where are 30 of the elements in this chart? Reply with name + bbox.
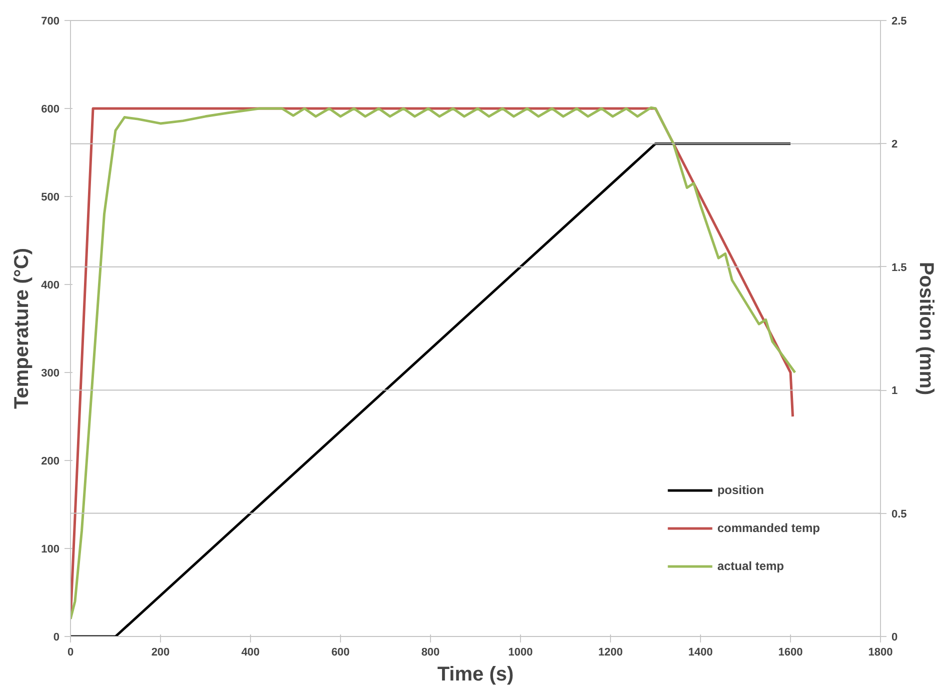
x-tick-label: 400 [241, 646, 260, 658]
x-axis-title: Time (s) [437, 664, 514, 686]
x-tick-label: 1600 [778, 646, 803, 658]
y2-tick-label: 0.5 [892, 508, 907, 520]
x-tick-label: 600 [331, 646, 350, 658]
y-tick-label: 200 [41, 456, 60, 468]
y-tick-label: 0 [53, 632, 60, 644]
y2-axis-title: Position (mm) [914, 262, 937, 396]
y2-tick-label: 1.5 [892, 262, 907, 274]
y-tick-label: 500 [41, 192, 60, 204]
x-tick-label: 0 [67, 646, 74, 658]
y2-tick-label: 1 [892, 385, 898, 398]
y2-tick-label: 0 [892, 632, 898, 644]
legend-label: commanded temp [717, 521, 820, 535]
x-tick-label: 1800 [868, 646, 893, 658]
y-tick-label: 400 [41, 280, 60, 292]
y-tick-label: 300 [41, 368, 60, 380]
y-tick-label: 700 [41, 16, 60, 28]
x-tick-label: 1200 [598, 646, 623, 658]
legend-label: position [717, 483, 764, 497]
y2-tick-label: 2 [892, 138, 898, 151]
x-tick-label: 800 [421, 646, 440, 658]
y-tick-label: 100 [41, 544, 60, 556]
legend-label: actual temp [717, 559, 784, 573]
x-tick-label: 200 [151, 646, 170, 658]
y-axis-title: Temperature (°C) [11, 248, 34, 409]
y-tick-label: 600 [41, 104, 60, 116]
y2-tick-label: 2.5 [892, 16, 907, 28]
x-tick-label: 1000 [508, 646, 533, 658]
x-tick-label: 1400 [688, 646, 713, 658]
